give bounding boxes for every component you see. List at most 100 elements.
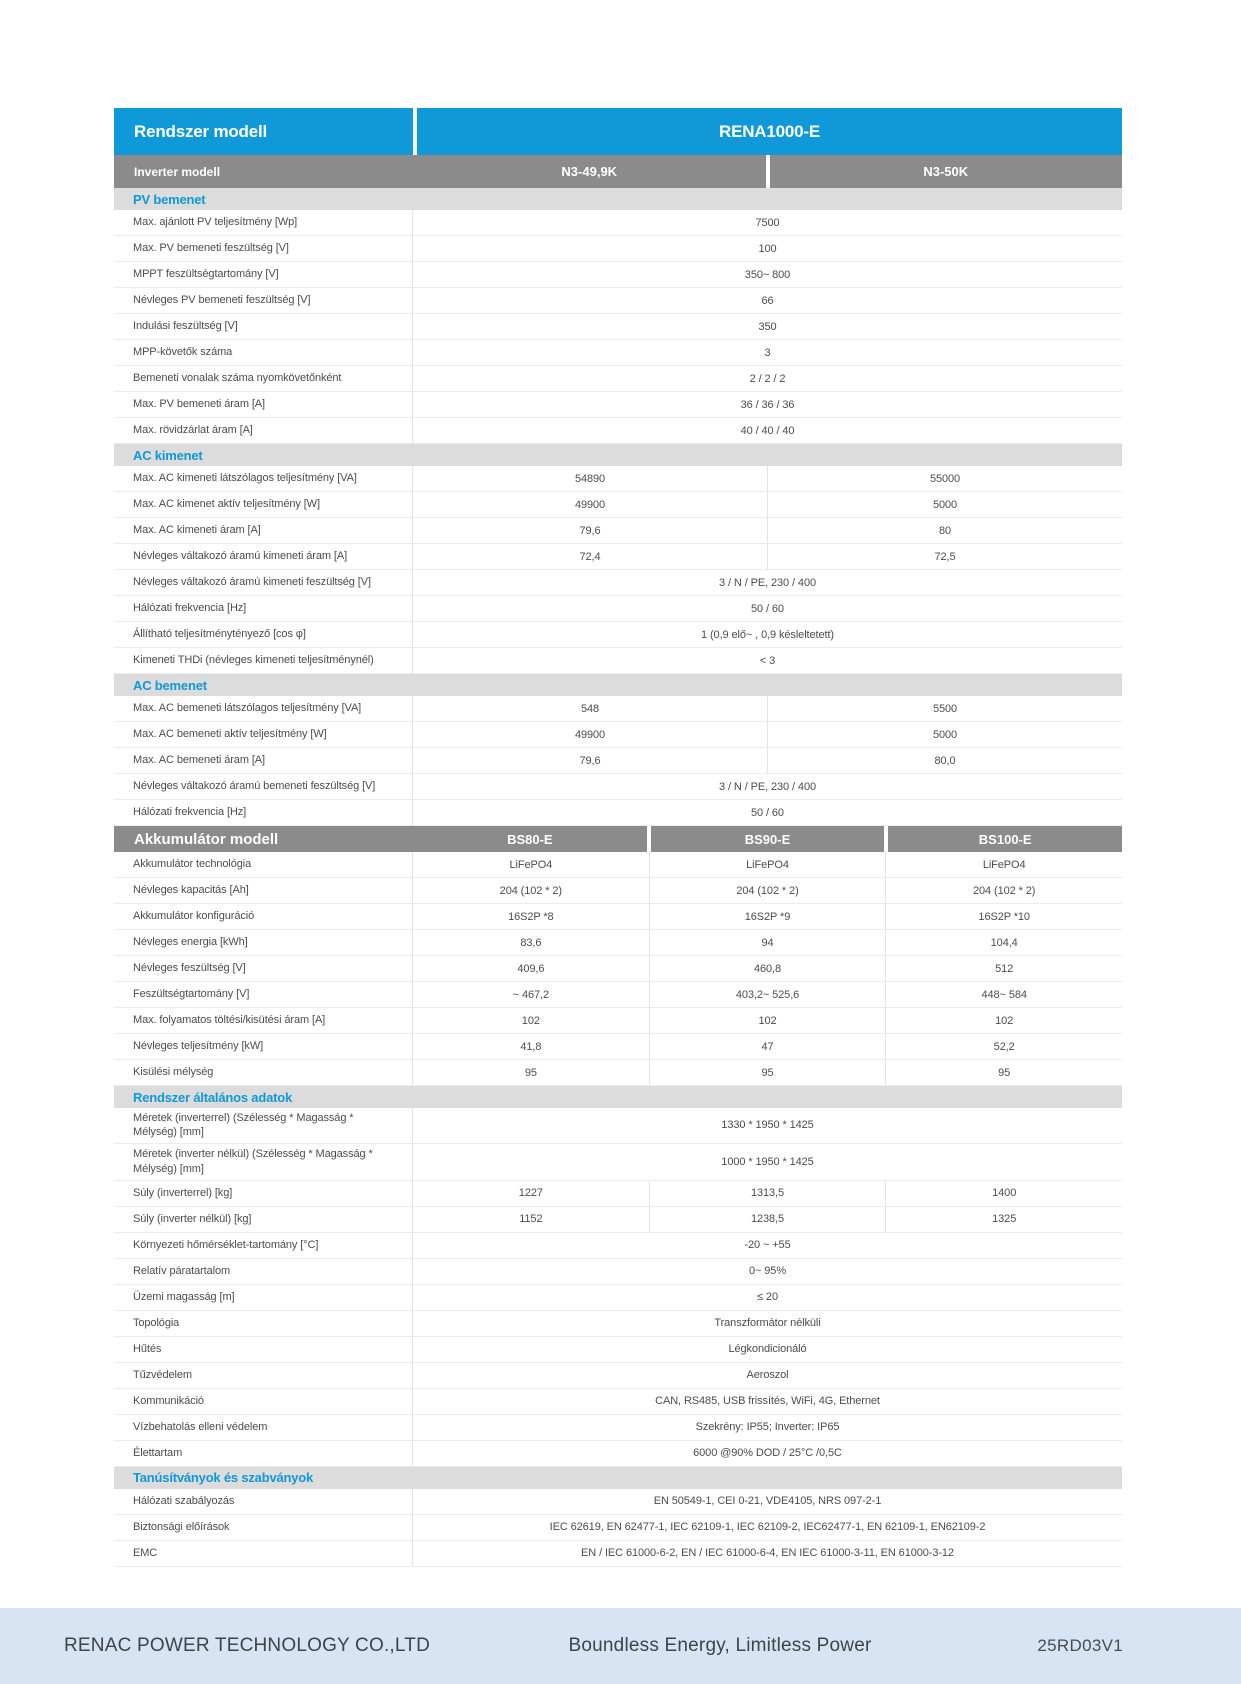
spec-values: 36 / 36 / 36: [413, 392, 1122, 417]
spec-values: EN 50549-1, CEI 0-21, VDE4105, NRS 097-2…: [413, 1489, 1122, 1514]
spec-value: 1227: [518, 1187, 543, 1200]
spec-row: Állítható teljesítménytényező [cos φ] 1 (…: [114, 622, 1122, 648]
spec-value: 0~ 95%: [748, 1265, 786, 1278]
battery-model-column: BS90-E: [650, 826, 885, 852]
spec-value: 102: [648, 1008, 886, 1033]
spec-label: Max. rövidzárlat áram [A]: [114, 418, 413, 443]
spec-row: Súly (inverter nélkül) [kg] 1152 1238,5 132…: [114, 1206, 1122, 1233]
spec-value: Transzformátor nélküli: [714, 1317, 821, 1330]
spec-row: MPP-követők száma 3: [114, 340, 1122, 366]
spec-row: Hűtés Légkondicionáló: [114, 1336, 1122, 1363]
spec-row: Max. AC bemeneti áram [A] 79,6 80,0: [114, 748, 1122, 774]
spec-row: Névleges feszültség [V] 409,6 460,8 512: [114, 956, 1122, 982]
company-name: RENAC POWER TECHNOLOGY CO.,LTD: [64, 1635, 430, 1656]
spec-table: Inverter modell N3-49,9K N3-50K PV bemenet M…: [114, 155, 1123, 1567]
spec-value: 403,2~ 525,6: [648, 982, 886, 1007]
spec-row: Akkumulátor technológia LiFePO4 LiFePO4 LiF…: [114, 852, 1122, 878]
spec-value: 83,6: [520, 936, 542, 949]
section-title: PV bemenet: [133, 191, 206, 207]
spec-row: Indulási feszültség [V] 350: [114, 314, 1122, 340]
spec-values: Transzformátor nélküli: [413, 1311, 1122, 1336]
spec-values: 204 (102 * 2) 204 (102 * 2) 204 (102 * 2): [413, 878, 1122, 903]
spec-value: 1400: [885, 1180, 1122, 1206]
spec-value: 3: [764, 346, 771, 359]
spec-label: Kimeneti THDi (névleges kimeneti teljesí…: [114, 648, 413, 673]
spec-row: Hálózati frekvencia [Hz] 50 / 60: [114, 800, 1122, 826]
spec-label: Méretek (inverter nélkül) (Szélesség * M…: [114, 1143, 413, 1180]
spec-row: Max. folyamatos töltési/kisütési áram [A…: [114, 1008, 1122, 1034]
spec-values: 0~ 95%: [413, 1259, 1122, 1284]
spec-label: Élettartam: [114, 1440, 413, 1466]
spec-value: 5500: [767, 696, 1122, 721]
spec-label: Kommunikáció: [114, 1388, 413, 1414]
spec-row: Max. PV bemeneti feszültség [V] 100: [114, 236, 1122, 262]
spec-value: 55000: [767, 466, 1122, 491]
spec-value: 1000 * 1950 * 1425: [721, 1155, 814, 1168]
spec-value: 350~ 800: [744, 268, 791, 281]
spec-value: 1238,5: [648, 1206, 886, 1232]
section-header: Rendszer általános adatok: [114, 1086, 1122, 1108]
spec-label: Hűtés: [114, 1336, 413, 1362]
spec-label: Max. AC bemeneti áram [A]: [114, 748, 413, 773]
spec-values: 72,4 72,5: [413, 544, 1122, 569]
spec-row: Max. AC bemeneti aktív teljesítmény [W] 4…: [114, 722, 1122, 748]
section-title: AC bemenet: [133, 677, 207, 693]
spec-values: 40 / 40 / 40: [413, 418, 1122, 443]
spec-row: Max. AC kimeneti látszólagos teljesítmén…: [114, 466, 1122, 492]
spec-label: MPPT feszültségtartomány [V]: [114, 262, 413, 287]
spec-label: Max. AC kimenet aktív teljesítmény [W]: [114, 492, 413, 517]
spec-row: Max. rövidzárlat áram [A] 40 / 40 / 40: [114, 418, 1122, 444]
spec-row: Kommunikáció CAN, RS485, USB frissítés, W…: [114, 1388, 1122, 1415]
spec-values: 83,6 94 104,4: [413, 930, 1122, 955]
spec-values: 66: [413, 288, 1122, 313]
spec-values: EN / IEC 61000-6-2, EN / IEC 61000-6-4, …: [413, 1541, 1122, 1566]
spec-label: Akkumulátor konfiguráció: [114, 904, 413, 929]
section-header: AC kimenet: [114, 444, 1122, 466]
spec-label: Súly (inverterrel) [kg]: [114, 1180, 413, 1206]
spec-values: CAN, RS485, USB frissítés, WiFi, 4G, Eth…: [413, 1389, 1122, 1414]
spec-row: Névleges kapacitás [Ah] 204 (102 * 2) 204 …: [114, 878, 1122, 904]
spec-label: Névleges váltakozó áramú kimeneti áram […: [114, 544, 413, 569]
spec-label: Feszültségtartomány [V]: [114, 982, 413, 1007]
spec-row: Névleges váltakozó áramú kimeneti áram […: [114, 544, 1122, 570]
spec-label: Környezeti hőmérséklet-tartomány [°C]: [114, 1232, 413, 1258]
spec-value: Szekrény: IP55; Inverter: IP65: [695, 1421, 840, 1434]
spec-label: Topológia: [114, 1310, 413, 1336]
spec-values: 102 102 102: [413, 1008, 1122, 1033]
spec-label: Max. AC bemeneti aktív teljesítmény [W]: [114, 722, 413, 747]
page-footer: RENAC POWER TECHNOLOGY CO.,LTD Boundless…: [0, 1608, 1241, 1684]
spec-row: Kimeneti THDi (névleges kimeneti teljesí…: [114, 648, 1122, 674]
spec-value: 1313,5: [648, 1180, 886, 1206]
spec-value: 1 (0,9 elő~ , 0,9 késleltetett): [701, 628, 834, 641]
spec-label: Akkumulátor technológia: [114, 852, 413, 877]
spec-values: 409,6 460,8 512: [413, 956, 1122, 981]
spec-row: Bemeneti vonalak száma nyomkövetőnként 2 …: [114, 366, 1122, 392]
spec-values: Légkondicionáló: [413, 1337, 1122, 1362]
spec-value: -20 ~ +55: [744, 1239, 791, 1252]
spec-label: Tűzvédelem: [114, 1362, 413, 1388]
spec-value: EN / IEC 61000-6-2, EN / IEC 61000-6-4, …: [581, 1547, 954, 1560]
spec-values: 1330 * 1950 * 1425: [413, 1108, 1122, 1143]
spec-label: Névleges kapacitás [Ah]: [114, 878, 413, 903]
spec-label: EMC: [114, 1540, 413, 1566]
spec-value: 16S2P *10: [885, 904, 1122, 929]
spec-value: 350: [758, 320, 777, 333]
spec-value: ≤ 20: [757, 1291, 778, 1304]
spec-row: Üzemi magasság [m] ≤ 20: [114, 1284, 1122, 1311]
spec-row: Méretek (inverterrel) (Szélesség * Magas…: [114, 1108, 1122, 1144]
spec-value: 3 / N / PE, 230 / 400: [719, 780, 816, 793]
spec-value: 49900: [574, 728, 606, 741]
spec-value: 102: [521, 1014, 540, 1027]
spec-label: Max. PV bemeneti feszültség [V]: [114, 236, 413, 261]
spec-value: 80,0: [767, 748, 1122, 773]
spec-value: 104,4: [885, 930, 1122, 955]
inverter-model-band: Inverter modell N3-49,9K N3-50K: [114, 155, 1122, 188]
spec-values: 3 / N / PE, 230 / 400: [413, 774, 1122, 799]
spec-row: Névleges PV bemeneti feszültség [V] 66: [114, 288, 1122, 314]
spec-value: 79,6: [579, 754, 601, 767]
spec-value: Légkondicionáló: [728, 1343, 807, 1356]
spec-value: 5000: [767, 722, 1122, 747]
spec-label: Méretek (inverterrel) (Szélesség * Magas…: [114, 1108, 413, 1143]
inverter-model-label: Inverter modell: [114, 155, 413, 188]
spec-value: 47: [648, 1034, 886, 1059]
